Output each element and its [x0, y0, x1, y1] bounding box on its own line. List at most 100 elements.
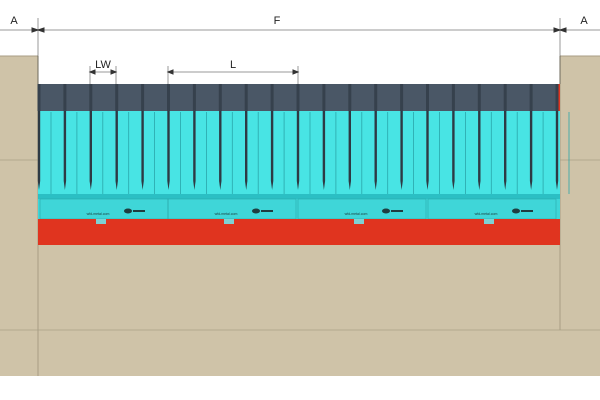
post-tip	[478, 181, 481, 190]
arrow-lw-right	[110, 69, 118, 75]
post-cap	[348, 84, 352, 111]
post	[167, 111, 170, 181]
post-cap	[322, 84, 326, 111]
dimension-label-a-right: A	[580, 15, 588, 27]
post	[322, 111, 326, 181]
post-cap	[218, 84, 222, 111]
post	[504, 111, 507, 181]
post-cap	[555, 84, 559, 111]
arrow-lw-left	[88, 69, 96, 75]
brand-logo-icon	[391, 210, 403, 212]
post	[478, 111, 481, 181]
post-cap	[296, 84, 300, 111]
post	[245, 111, 248, 181]
post	[426, 111, 429, 181]
brand-logo-icon	[382, 208, 390, 214]
post	[296, 111, 300, 181]
arrow-l-right	[292, 69, 300, 75]
soil-trench-floor	[38, 245, 560, 376]
base-plate	[38, 199, 560, 219]
post	[374, 111, 377, 181]
arrow-f-right	[553, 27, 562, 33]
base-bracket	[484, 219, 494, 224]
post-cap	[503, 84, 507, 111]
post-cap	[192, 84, 196, 111]
arrow-f-left	[36, 27, 45, 33]
post	[193, 111, 196, 181]
post-tip	[63, 181, 67, 190]
post	[141, 111, 144, 181]
post-cap	[400, 84, 404, 111]
post-cap	[374, 84, 378, 111]
post-cap	[529, 84, 533, 111]
soil	[0, 55, 600, 376]
brand-logo-icon	[521, 210, 533, 212]
post-cap	[451, 84, 455, 111]
post-cap	[37, 84, 41, 111]
post-tip	[452, 181, 455, 190]
post-tip	[348, 181, 351, 190]
base-rail	[38, 194, 560, 199]
post-tip	[555, 181, 559, 190]
post-tip	[374, 181, 377, 190]
dimension-label-l: L	[230, 59, 236, 71]
post-cap	[426, 84, 429, 111]
dimension-label-a-left: A	[10, 15, 18, 27]
base-bracket	[354, 219, 364, 224]
post-tip	[115, 181, 118, 190]
sheet-website: wfd-metal.com	[87, 212, 110, 216]
post-cap	[89, 84, 93, 111]
post	[348, 111, 351, 181]
post-cap	[141, 84, 145, 111]
brand-logo-icon	[261, 210, 273, 212]
dimension-label-lw: LW	[95, 59, 111, 71]
post-cap	[63, 84, 67, 111]
sheet-website: wfd-metal.com	[475, 212, 498, 216]
post	[219, 111, 222, 181]
sheet-website: wfd-metal.com	[215, 212, 238, 216]
post-cap	[477, 84, 481, 111]
base-tabs	[96, 219, 494, 224]
post	[529, 111, 533, 181]
post	[89, 111, 92, 181]
post-tip	[141, 181, 144, 190]
post-tip	[504, 181, 507, 190]
post-tip	[400, 181, 403, 190]
base-bracket	[224, 219, 234, 224]
brand-logo-icon	[512, 208, 520, 214]
post-tip	[529, 181, 533, 190]
vertical-posts	[37, 84, 570, 194]
post-tip	[426, 181, 429, 190]
post-tip	[193, 181, 196, 190]
post	[555, 111, 559, 181]
shoring-system: wfd-metal.com wfd-metal.com wfd-metal.com w…	[37, 84, 570, 245]
post-cap	[115, 84, 119, 111]
brand-logo-icon	[124, 208, 132, 214]
post-tip	[245, 181, 248, 190]
post-cap	[244, 84, 248, 111]
arrow-l-left	[166, 69, 174, 75]
soil-right-wall	[560, 56, 600, 376]
post	[115, 111, 118, 181]
post-tip	[296, 181, 300, 190]
post-tip	[219, 181, 222, 190]
post-tip	[270, 181, 274, 190]
base-beam	[38, 219, 560, 245]
post	[452, 111, 455, 181]
post-cap	[270, 84, 274, 111]
post	[37, 111, 41, 181]
post	[400, 111, 403, 181]
post-tip	[89, 181, 92, 190]
base-bracket	[96, 219, 106, 224]
soil-left-wall	[0, 56, 38, 376]
dimension-label-f: F	[274, 15, 281, 27]
post-tip	[37, 181, 41, 190]
post-cap	[167, 84, 170, 111]
post-tip	[167, 181, 170, 190]
arrow-a-left	[31, 27, 40, 33]
arrow-a-right	[558, 27, 567, 33]
dimensions	[0, 18, 600, 84]
brand-logo-icon	[133, 210, 145, 212]
